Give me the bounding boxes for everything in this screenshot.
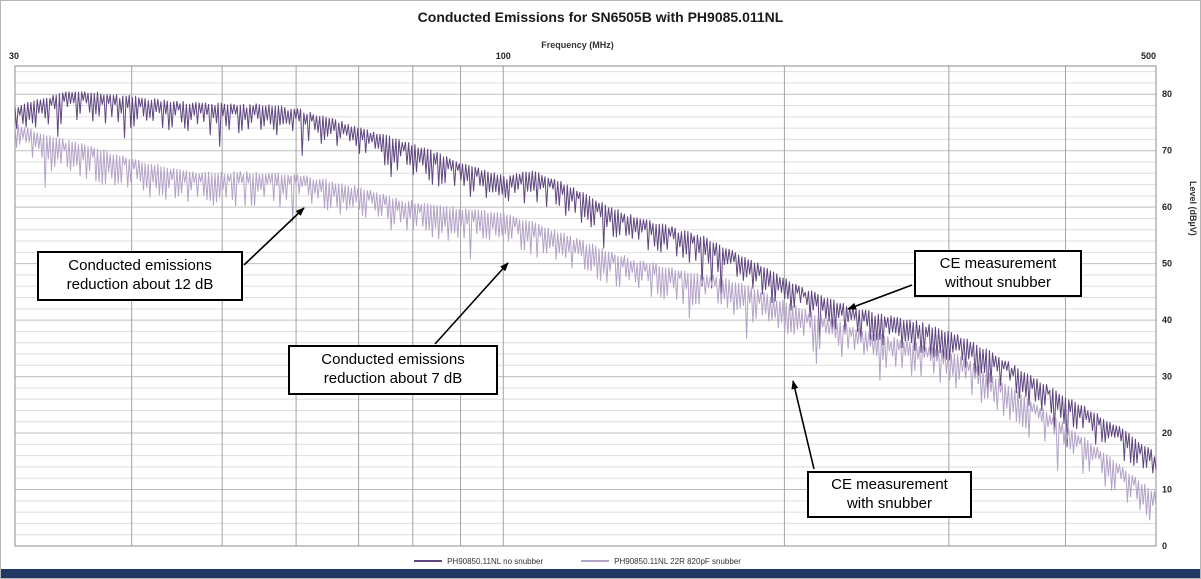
trace-with-snubber xyxy=(14,124,1157,521)
annotation-callout: CE measurement without snubber xyxy=(914,250,1082,297)
y-tick-label: 10 xyxy=(1162,485,1172,495)
y-tick-label: 20 xyxy=(1162,428,1172,438)
annotation-arrows xyxy=(243,207,913,470)
gridlines xyxy=(14,65,1157,547)
trace-no-snubber xyxy=(14,91,1157,474)
legend-swatch xyxy=(581,560,610,562)
annotation-callout: CE measurement with snubber xyxy=(807,471,972,518)
y-tick-label: 50 xyxy=(1162,259,1172,269)
legend-item: PH90850.11NL no snubber xyxy=(414,557,543,566)
annotation-arrow xyxy=(434,262,509,345)
y-axis-title: Level (dBµV) xyxy=(1188,181,1198,236)
legend-label: PH90850.11NL 22R 820pF snubber xyxy=(614,556,741,566)
y-tick-label: 40 xyxy=(1162,315,1172,325)
annotation-callout: Conducted emissions reduction about 12 d… xyxy=(37,251,243,301)
annotation-arrow xyxy=(243,207,305,266)
y-tick-label: 70 xyxy=(1162,146,1172,156)
legend-swatch xyxy=(414,560,443,562)
legend-label: PH90850.11NL no snubber xyxy=(447,556,544,566)
x-axis-title: Frequency (MHz) xyxy=(541,40,614,50)
x-tick-label: 100 xyxy=(496,51,511,61)
y-tick-label: 0 xyxy=(1162,541,1167,551)
x-tick-label: 30 xyxy=(9,51,19,61)
y-tick-label: 30 xyxy=(1162,372,1172,382)
bottom-accent-bar xyxy=(1,569,1200,578)
legend-item: PH90850.11NL 22R 820pF snubber xyxy=(581,557,741,566)
axis-tick-labels: 30 100 500 0 10 20 30 40 50 60 70 80 xyxy=(9,51,1172,551)
chart-title: Conducted Emissions for SN6505B with PH9… xyxy=(417,9,784,25)
y-tick-label: 80 xyxy=(1162,89,1172,99)
y-tick-label: 60 xyxy=(1162,202,1172,212)
chart-legend: PH90850.11NL no snubber PH90850.11NL 22R … xyxy=(1,554,1154,568)
x-tick-label: 500 xyxy=(1141,51,1156,61)
annotation-arrow xyxy=(847,284,913,310)
annotation-arrow xyxy=(791,380,815,470)
annotation-callout: Conducted emissions reduction about 7 dB xyxy=(288,345,498,395)
